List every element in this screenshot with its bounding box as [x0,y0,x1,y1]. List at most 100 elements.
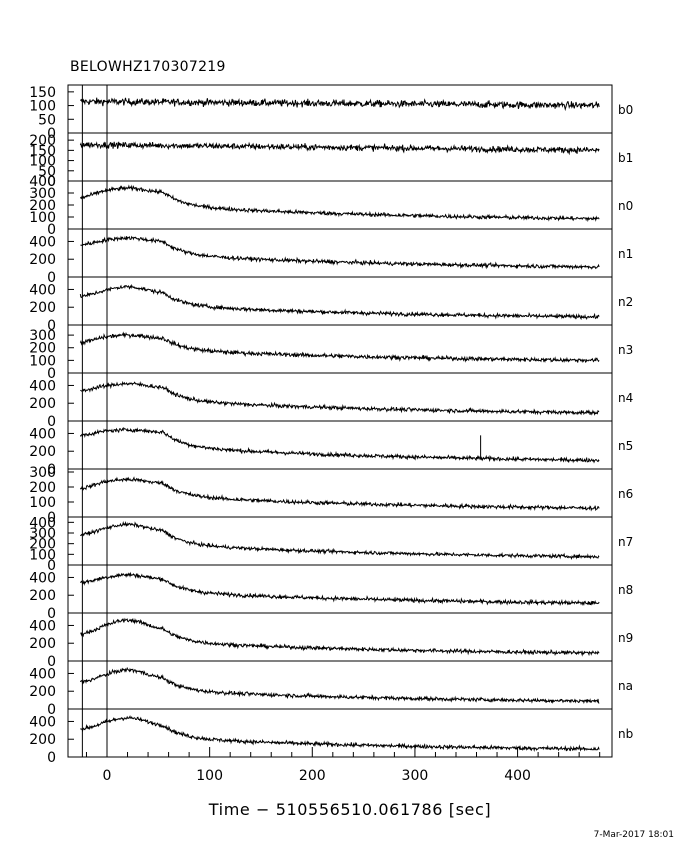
series-line-b0 [79,97,600,112]
series-line-n4 [80,380,600,416]
series-line-n9 [80,617,600,657]
panel-frame-nb [67,708,613,758]
y-tick-label-n0-400: 400 [29,174,56,190]
y-tick-label-na-0: 0 [47,702,56,718]
y-tick-label-n5-400: 400 [29,426,56,442]
panel-frame-n1 [67,228,613,278]
chart-title: BELOWHZ170307219 [70,59,226,75]
series-line-n8 [79,571,600,607]
y-tick-label-n1-0: 0 [47,270,56,286]
panel-frame-n5 [67,420,613,470]
panel-label-na: na [618,679,633,693]
y-tick-label-n9-200: 200 [29,636,56,652]
panel-label-n1: n1 [618,247,633,261]
y-tick-label-n7-400: 400 [29,515,56,531]
panel-frame-n4 [67,372,613,422]
series-line-b1 [79,141,600,156]
y-tick-label-n7-300: 300 [29,526,56,542]
x-tick-label-100: 100 [196,768,223,784]
y-tick-label-b1-0: 0 [47,174,56,190]
panel-label-nb: nb [618,727,633,741]
panel-frame-n6 [67,468,613,518]
panel-label-n3: n3 [618,343,633,357]
y-tick-label-n3-300: 300 [29,328,56,344]
x-tick-label-0: 0 [103,768,112,784]
y-tick-label-na-200: 200 [29,684,56,700]
y-tick-label-n1-200: 200 [29,252,56,268]
y-tick-label-n0-100: 100 [29,210,56,226]
y-tick-label-n0-200: 200 [29,198,56,214]
y-tick-label-n6-200: 200 [29,480,56,496]
y-tick-label-n3-0: 0 [47,366,56,382]
y-tick-label-n2-200: 200 [29,300,56,316]
y-tick-label-n9-0: 0 [47,654,56,670]
panel-label-n9: n9 [618,631,633,645]
series-line-n5 [79,426,600,464]
y-tick-label-n0-0: 0 [47,222,56,238]
y-tick-label-n6-100: 100 [29,495,56,511]
panel-label-n6: n6 [618,487,633,501]
y-tick-label-n9-400: 400 [29,618,56,634]
y-tick-label-b0-50: 50 [38,112,56,128]
y-tick-label-n4-400: 400 [29,378,56,394]
y-tick-label-n2-400: 400 [29,282,56,298]
y-tick-label-b0-100: 100 [29,99,56,115]
y-tick-label-n6-0: 0 [47,510,56,526]
panel-frame-n2 [67,276,613,326]
y-tick-label-n6-300: 300 [29,465,56,481]
y-tick-label-n5-0: 0 [47,462,56,478]
y-tick-label-n8-0: 0 [47,606,56,622]
y-tick-label-nb-0: 0 [47,750,56,766]
y-tick-label-n4-200: 200 [29,396,56,412]
y-tick-label-n7-0: 0 [47,558,56,574]
panel-frame-n9 [67,612,613,662]
panel-frame-na [67,660,613,710]
y-tick-label-b1-200: 200 [29,133,56,149]
panel-label-n0: n0 [618,199,633,213]
panel-label-n5: n5 [618,439,633,453]
panel-frame-b1 [67,132,613,182]
y-tick-label-b0-0: 0 [47,126,56,142]
timestamp: 7-Mar-2017 18:01 [593,830,674,840]
panel-label-n4: n4 [618,391,633,405]
y-tick-label-n7-100: 100 [29,547,56,563]
y-tick-label-n0-300: 300 [29,186,56,202]
y-tick-label-n3-200: 200 [29,341,56,357]
panel-label-n2: n2 [618,295,633,309]
series-line-n3 [79,331,600,364]
y-tick-label-nb-200: 200 [29,732,56,748]
y-tick-label-na-400: 400 [29,666,56,682]
series-line-n2 [79,283,600,321]
panel-frame-n3 [67,324,613,374]
series-line-nb [80,715,600,752]
x-tick-label-200: 200 [299,768,326,784]
y-tick-label-b1-50: 50 [38,164,56,180]
y-tick-label-n8-400: 400 [29,570,56,586]
series-line-n6 [79,476,600,512]
x-axis-label: Time − 510556510.061786 [sec] [208,800,492,819]
panel-frame-b0 [67,84,613,134]
y-tick-label-n3-100: 100 [29,353,56,369]
panel-label-b0: b0 [618,103,633,117]
y-tick-label-nb-400: 400 [29,714,56,730]
series-line-n0 [79,184,600,223]
y-tick-label-n2-0: 0 [47,318,56,334]
y-tick-label-n5-200: 200 [29,444,56,460]
panel-label-b1: b1 [618,151,633,165]
series-line-n1 [80,235,600,270]
y-tick-label-b1-150: 150 [29,143,56,159]
y-tick-label-n7-200: 200 [29,537,56,553]
y-tick-label-b0-150: 150 [29,85,56,101]
y-tick-label-b1-100: 100 [29,154,56,170]
panel-label-n8: n8 [618,583,633,597]
y-tick-label-n4-0: 0 [47,414,56,430]
series-line-n7 [80,520,600,560]
y-tick-label-n8-200: 200 [29,588,56,604]
series-line-na [79,666,600,704]
x-tick-label-300: 300 [402,768,429,784]
panel-frame-n8 [67,564,613,614]
panel-frame-n0 [67,180,613,230]
y-tick-label-n1-400: 400 [29,234,56,250]
panel-label-n7: n7 [618,535,633,549]
